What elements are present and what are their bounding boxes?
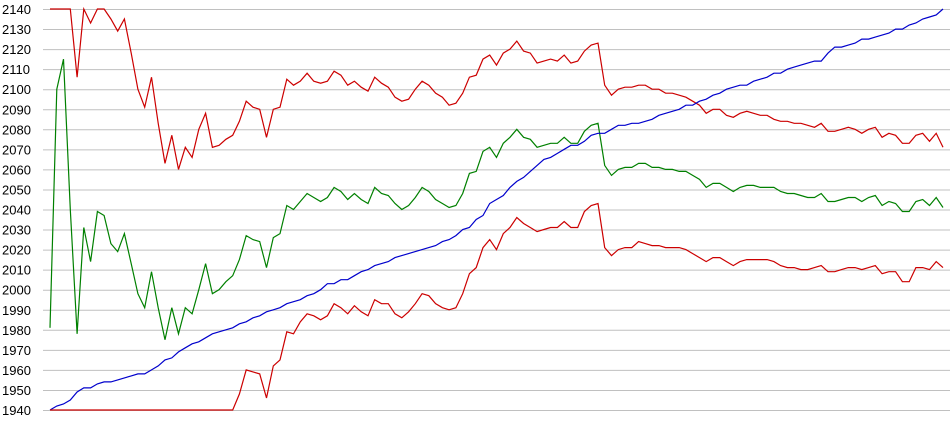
y-tick-label: 2000 [2,283,31,298]
y-tick-label: 2100 [2,82,31,97]
y-tick-label: 2070 [2,142,31,157]
y-tick-label: 2140 [2,2,31,17]
y-tick-label: 2090 [2,102,31,117]
y-tick-label: 2110 [2,62,30,77]
y-tick-label: 1980 [2,323,31,338]
y-tick-label: 2080 [2,122,31,137]
y-tick-label: 2040 [2,203,31,218]
gridlines [43,9,950,411]
y-tick-label: 1960 [2,363,31,378]
y-tick-label: 2020 [2,243,31,258]
series-lines [49,6,944,411]
y-tick-label: 2030 [2,223,31,238]
y-tick-label: 1950 [2,383,31,398]
y-tick-label: 2010 [2,263,31,278]
series-line-3 [50,202,944,411]
y-tick-label: 2050 [2,182,31,197]
y-tick-label: 2060 [2,162,31,177]
y-tick-label: 1940 [2,403,31,418]
series-line-1 [49,58,944,340]
y-axis-tick-labels: 2140 2130 2120 2110 2100 2090 2080 2070 2060 2050… [2,2,31,418]
y-tick-label: 1990 [2,303,31,318]
y-tick-label: 2130 [2,22,31,37]
y-tick-label: 2120 [2,42,31,57]
series-line-2 [49,8,944,411]
series-line-0 [50,6,944,170]
y-tick-label: 1970 [2,343,31,358]
